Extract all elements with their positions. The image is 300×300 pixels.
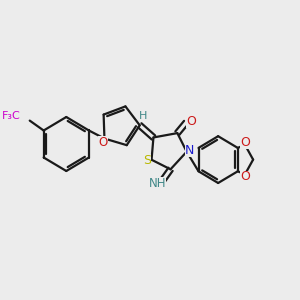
Text: O: O: [186, 115, 196, 128]
Text: S: S: [143, 154, 151, 167]
Text: NH: NH: [148, 177, 166, 190]
Text: O: O: [240, 136, 250, 149]
Text: N: N: [185, 144, 194, 157]
Text: O: O: [98, 136, 108, 149]
Text: H: H: [139, 111, 147, 121]
Text: O: O: [240, 170, 250, 184]
Text: F₃C: F₃C: [2, 111, 21, 121]
